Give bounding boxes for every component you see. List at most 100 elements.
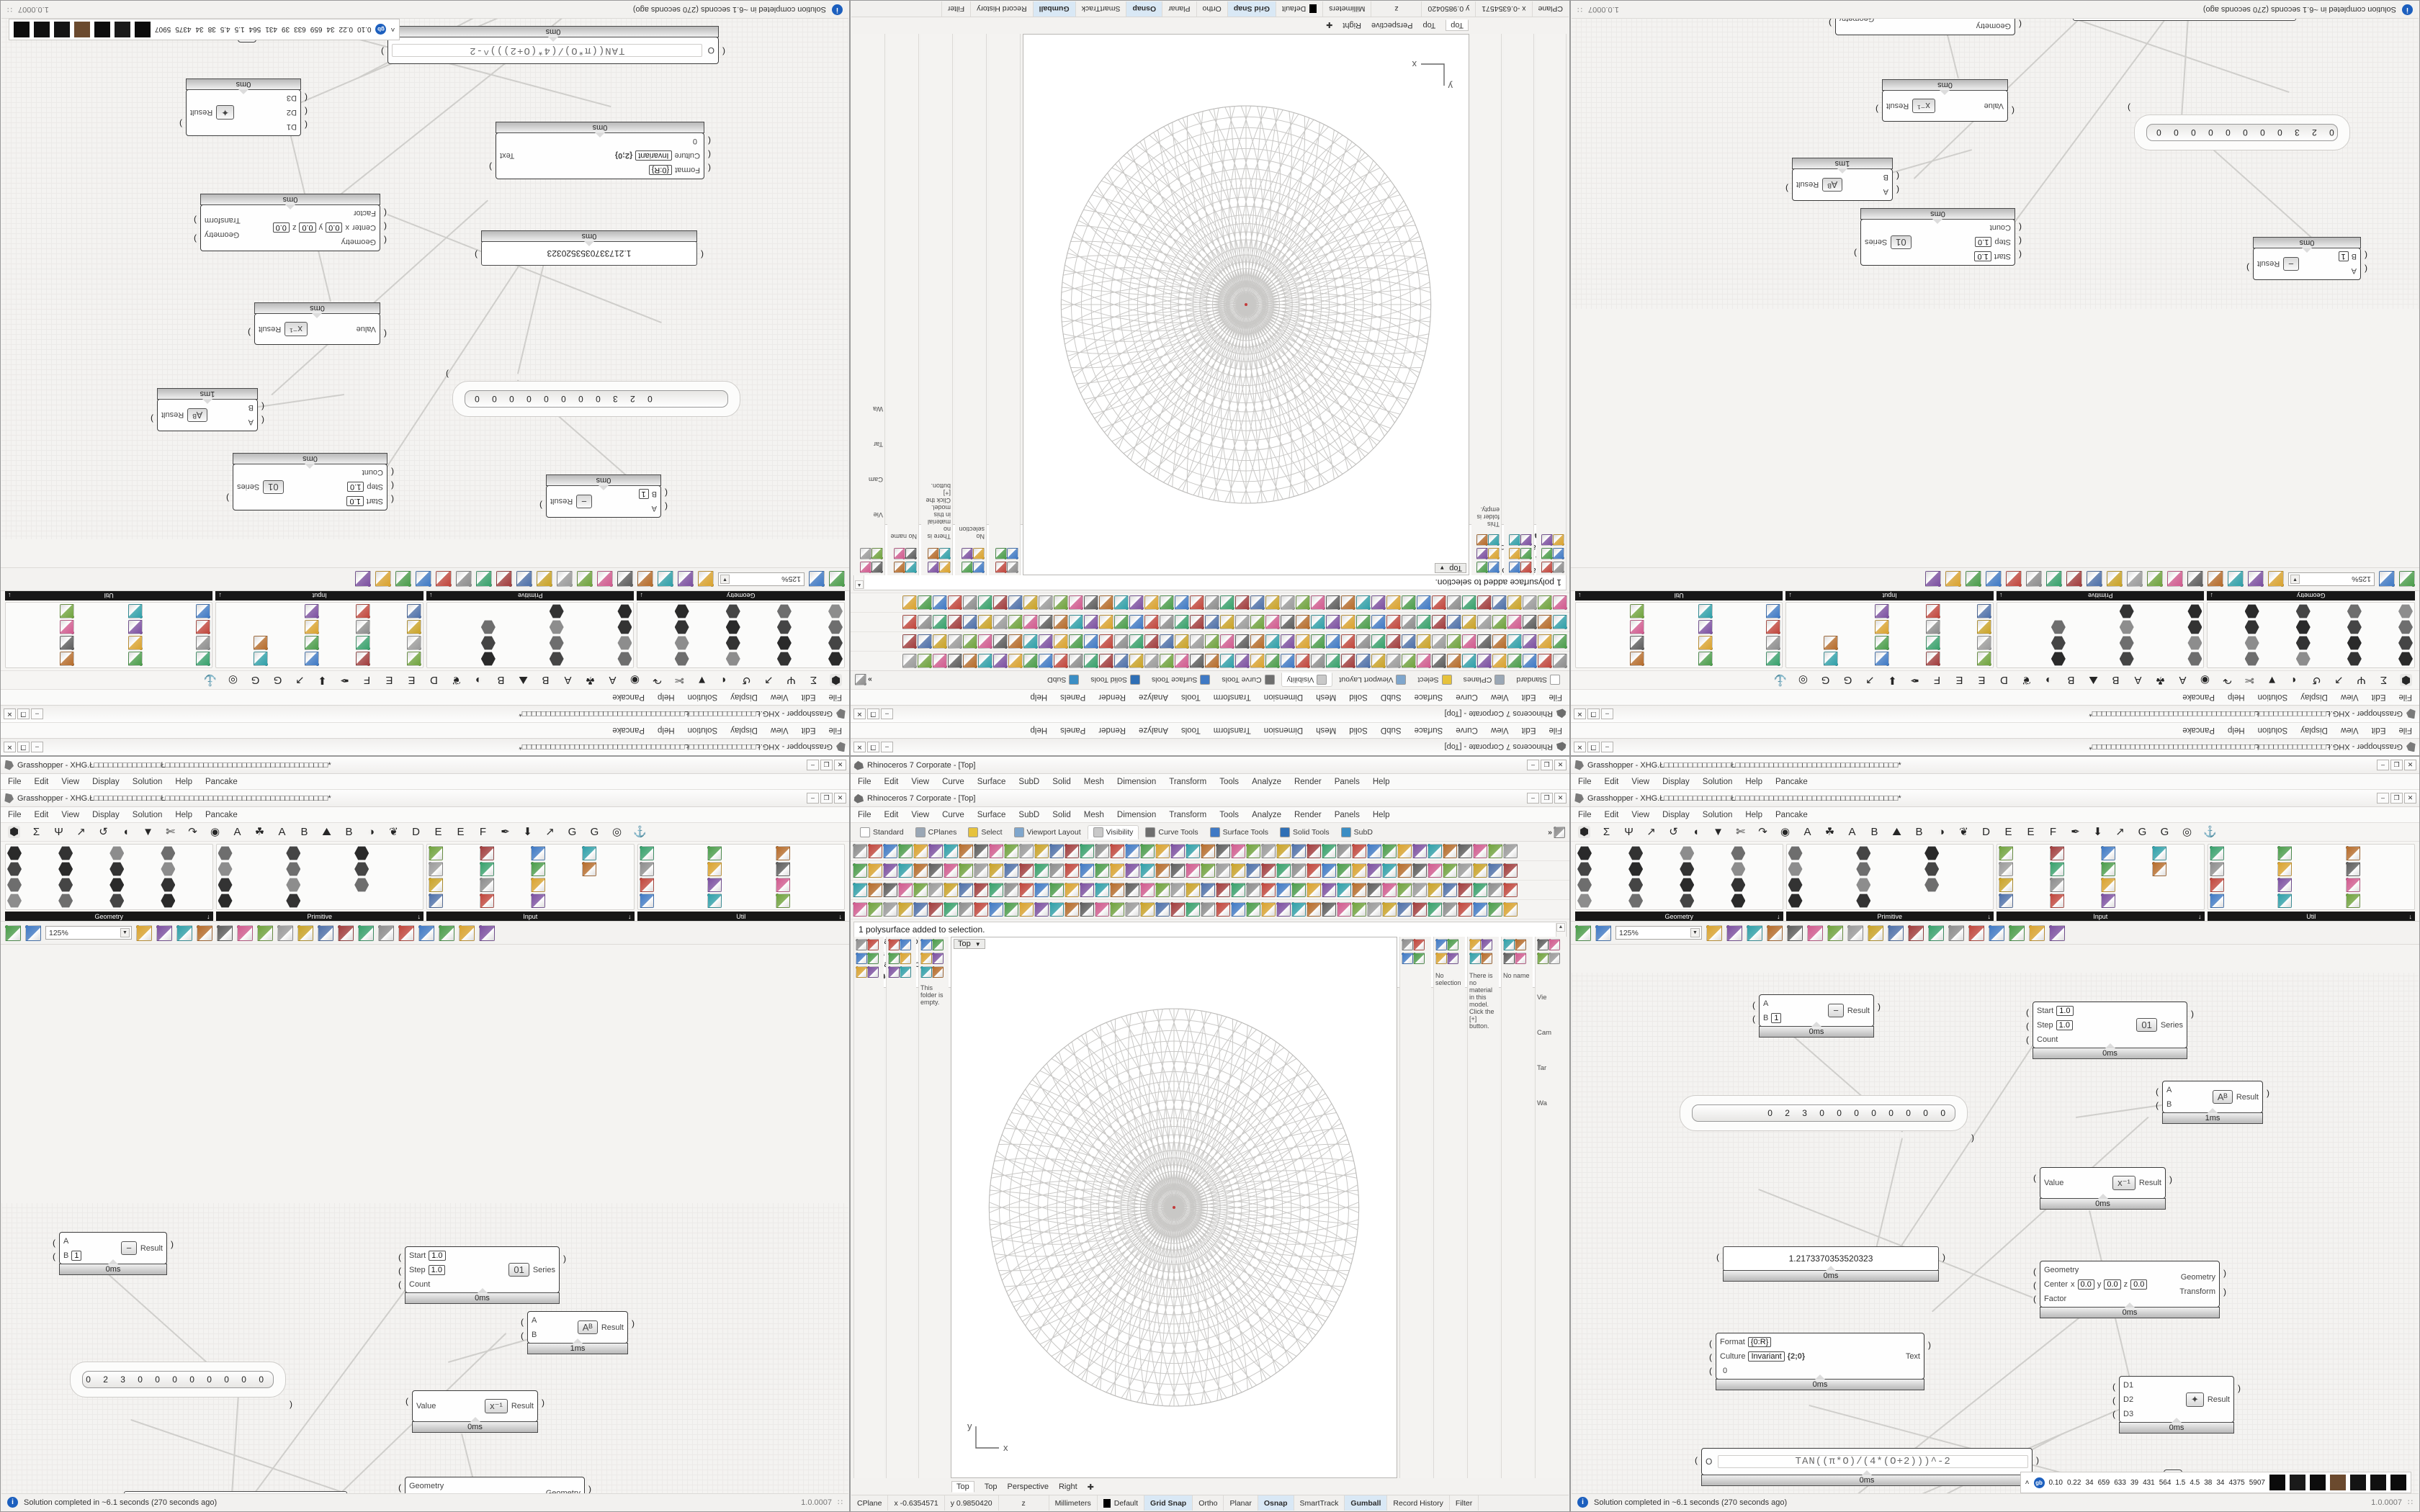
- ghr-group-overflow-icon[interactable]: ↓: [1777, 912, 1780, 920]
- gh-component-geometry-10[interactable]: [109, 878, 125, 892]
- gh-menu-view[interactable]: View: [61, 810, 80, 819]
- ghr-menubar2-a[interactable]: File Edit View Display Solution Help Pancake: [1, 689, 849, 705]
- gh-component-primitive-10[interactable]: [354, 878, 369, 892]
- gh-menu-edit[interactable]: Edit: [2371, 726, 2386, 735]
- gh-port-in-1[interactable]: (: [384, 222, 387, 232]
- ghr-category-addon-e1-icon[interactable]: E: [408, 674, 416, 686]
- gh-component-geometry-12[interactable]: [2245, 652, 2259, 666]
- gh-port-in-0[interactable]: (: [405, 1396, 408, 1406]
- ghr-category-surface-icon[interactable]: ◖: [720, 674, 728, 686]
- gh-zoom-box[interactable]: 125% ▼: [2288, 572, 2375, 586]
- gh-titlebar2-b[interactable]: Grasshopper - XHG.Ł□□□□□□□□□□□□□□Ł□□□□□□…: [1, 790, 849, 807]
- gh-port-out-0[interactable]: ): [588, 1484, 591, 1494]
- rhino-toolbar-overflow-icon[interactable]: »: [1548, 827, 1552, 837]
- rhino-status-toggle-gumball[interactable]: Gumball: [1345, 1495, 1388, 1511]
- gh-port-out-0[interactable]: ): [2169, 1174, 2172, 1184]
- rhino-menu-dimension[interactable]: Dimension: [1263, 726, 1304, 735]
- ghr-group-grid[interactable]: [7, 604, 211, 666]
- gh-category-addon-g3-icon[interactable]: G: [1843, 674, 1852, 686]
- ghr-component-0-1[interactable]: [1577, 862, 1592, 876]
- gh-group-box-primitive[interactable]: [215, 844, 424, 910]
- rhino-tab-visibility[interactable]: Visibility: [1087, 824, 1139, 840]
- ghr-minimize-button[interactable]: –: [2377, 760, 2389, 770]
- rhino-toolbar-tabs-b[interactable]: Standard CPlanes Select Viewport Layout Visi…: [851, 823, 1569, 842]
- gh-node-oneoverx-1[interactable]: () Value x⁻¹ Result 0ms: [1876, 79, 2015, 122]
- ghr-menubar1-b[interactable]: File Edit View Display Solution Help Pancake: [1571, 774, 2419, 790]
- gh-component-geometry-15[interactable]: [161, 894, 176, 908]
- ghr-menu-pancake[interactable]: Pancake: [612, 726, 645, 735]
- ghr-category-addon-b1-icon[interactable]: B: [1870, 826, 1878, 838]
- gh-component-geometry-13[interactable]: [161, 862, 176, 876]
- rhino-maximize-button[interactable]: ❐: [867, 708, 879, 719]
- ghr-category-addon-e2-icon[interactable]: E: [385, 674, 393, 686]
- ghr-group-box[interactable]: [215, 602, 424, 668]
- gh-titlebar1-b[interactable]: Grasshopper - XHG.Ł□□□□□□□□□□□□□□Ł□□□□□□…: [1, 757, 849, 774]
- gh-port-in-1[interactable]: (: [398, 1266, 401, 1276]
- gh-category-transform-icon[interactable]: ↷: [188, 826, 197, 838]
- rhino-tab-subd[interactable]: SubD: [1042, 674, 1084, 687]
- gh-category-params-icon[interactable]: ⬢: [2400, 674, 2412, 686]
- gh-port-out-0[interactable]: ): [1928, 1340, 1931, 1350]
- gh-component-geometry-8[interactable]: [109, 846, 125, 860]
- ghr-zoom-dropdown-icon[interactable]: ▼: [1690, 928, 1700, 937]
- gh-category-addon-g3-icon[interactable]: G: [568, 826, 577, 838]
- gh-group-grid[interactable]: [218, 846, 422, 908]
- ghr-menu-solution[interactable]: Solution: [1702, 810, 1733, 819]
- gh-port-in-0[interactable]: (: [2026, 1007, 2029, 1017]
- gh-menu-display[interactable]: Display: [92, 810, 120, 819]
- rhino-tab-cplanes[interactable]: CPlanes: [910, 826, 962, 839]
- rhino-right-panel-2[interactable]: There is no material in this model. Clic…: [921, 34, 953, 575]
- gh-port-out-0[interactable]: ): [226, 493, 229, 503]
- minimize-button[interactable]: –: [1601, 742, 1613, 752]
- ghr-group-box[interactable]: [1996, 844, 2205, 910]
- rhino-viewport-tab-3[interactable]: Right: [1058, 1482, 1077, 1491]
- gh-port-in-0[interactable]: (: [398, 1482, 401, 1493]
- gh-node-oneoverx-1[interactable]: () Value x⁻¹ Result 0ms: [405, 1390, 544, 1433]
- gh-component-primitive-3[interactable]: [218, 894, 233, 908]
- gh-group-grid[interactable]: [639, 846, 843, 908]
- rhino-menu-tools[interactable]: Tools: [1219, 810, 1240, 819]
- rhino-viewport-label[interactable]: Top▼: [954, 939, 985, 949]
- gh-group-grid[interactable]: [1999, 604, 2202, 666]
- ghr-component-1-10[interactable]: [1924, 878, 1940, 892]
- rhino-viewport-tab-2[interactable]: Perspective: [1371, 21, 1413, 30]
- rhino-left-panel-2[interactable]: This folder is empty.: [918, 937, 949, 1478]
- rhino-menu-curve[interactable]: Curve: [942, 810, 964, 819]
- gh-category-addon-a2-icon[interactable]: ☘: [254, 826, 265, 838]
- gh-menu-solution[interactable]: Solution: [132, 810, 163, 819]
- gh-menu-view[interactable]: View: [2340, 726, 2359, 735]
- rhino-close-button[interactable]: ✕: [853, 742, 866, 752]
- gh-port-in-0[interactable]: (: [521, 1317, 524, 1327]
- gh-port-out-0[interactable]: ): [1876, 104, 1878, 114]
- ghr-component-1-4[interactable]: [550, 652, 564, 666]
- rhino-menu-curve[interactable]: Curve: [1456, 693, 1478, 702]
- gh-node-series-1[interactable]: ((() Start 1.0 Step 1.0 Count 01 Series 0ms: [2026, 1002, 2194, 1059]
- gh-number-slider[interactable]: 0 2 3 0 0 0 0 0 0 0 0: [465, 390, 728, 408]
- ghr-component-0-5[interactable]: [1628, 862, 1644, 876]
- gh-category-maths-icon[interactable]: Σ: [2380, 674, 2388, 686]
- rhino-tab-viewport-layout[interactable]: Viewport Layout: [1009, 826, 1086, 839]
- rhino-right-panel-3[interactable]: No name: [1501, 937, 1533, 1478]
- gh-port-out-0[interactable]: ): [542, 1398, 544, 1408]
- gh-category-addon-a1-icon[interactable]: A: [233, 826, 241, 838]
- gh-port-out-0[interactable]: ): [2191, 1009, 2194, 1019]
- gh-node-expression-1[interactable]: (O TAN((π*O)/(4*(O+2)))^-2) 0ms: [381, 26, 725, 64]
- gh-group-grid[interactable]: [7, 846, 211, 908]
- ghr-group-overflow-icon[interactable]: ↓: [640, 592, 644, 600]
- rhino-menu-transform[interactable]: Transform: [1213, 726, 1251, 735]
- rhino-status-toggle-filter[interactable]: Filter: [941, 1, 971, 17]
- gh-center-y-field[interactable]: 0.0: [2104, 1279, 2121, 1290]
- ghr-close-button[interactable]: ✕: [2404, 793, 2416, 804]
- rhino-menu-surface[interactable]: Surface: [977, 777, 1006, 786]
- gh-component-geometry-1[interactable]: [2398, 636, 2413, 650]
- ghr-component-0-4[interactable]: [1628, 846, 1644, 860]
- gh-component-geometry-5[interactable]: [2347, 636, 2362, 650]
- rhino-status-bar-a[interactable]: CPlane x -0.6354571 y 0.9850420 z Millimeter…: [851, 1, 1569, 17]
- gh-node-power-1[interactable]: (() A B Aᴮ Result 1ms: [521, 1311, 635, 1354]
- ghr-group-box[interactable]: [1785, 844, 1994, 910]
- gh-group-overflow-icon[interactable]: ↓: [417, 912, 421, 920]
- rhino-status-layer[interactable]: Default: [1275, 1, 1323, 17]
- ghr-component-0-0[interactable]: [1577, 846, 1592, 860]
- ghr-group-box[interactable]: [5, 602, 213, 668]
- ghr-category-addon-g2-icon[interactable]: ↗: [295, 674, 305, 686]
